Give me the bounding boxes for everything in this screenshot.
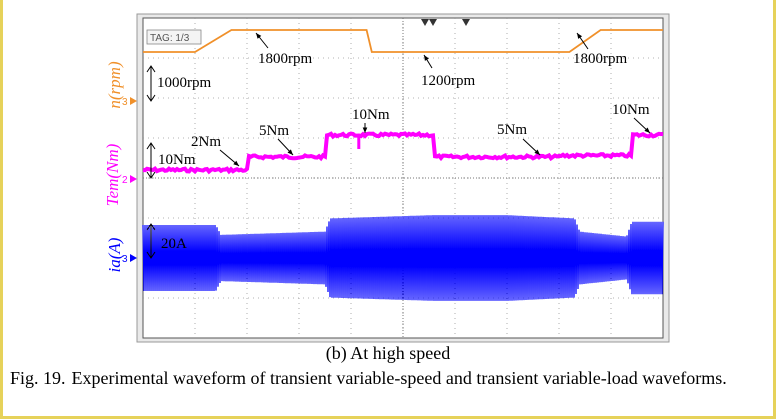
speed-annotation-1800-second: 1800rpm xyxy=(573,51,627,67)
torque-annotation-5nm-second: 5Nm xyxy=(497,122,527,138)
speed-annotation-1200: 1200rpm xyxy=(421,73,475,89)
speed-scale-arrow-up xyxy=(146,65,156,73)
torque-annotation-5nm-first: 5Nm xyxy=(259,123,289,139)
torque-scale-arrow-up xyxy=(146,142,156,150)
figure-caption-text: Experimental waveform of transient varia… xyxy=(71,368,727,388)
trigger-marker xyxy=(429,19,437,26)
channel-marker-arrow xyxy=(130,254,137,262)
torque-annotation-10nm-second-arrowhead xyxy=(644,127,650,133)
speed-scale-arrow-down xyxy=(146,94,156,102)
speed-annotation-1800-second-arrowhead xyxy=(577,33,583,39)
trigger-marker xyxy=(462,19,470,26)
torque-annotation-5nm-first-arrowhead xyxy=(287,149,293,155)
torque-scale-label: 10Nm xyxy=(158,152,196,168)
torque-annotation-5nm-second-arrowhead xyxy=(534,149,540,155)
current-trace xyxy=(142,215,664,301)
current-scale-arrow-down xyxy=(146,251,156,259)
speed-trace xyxy=(143,29,663,53)
channel-marker: 3 xyxy=(122,97,128,108)
speed-scale-label: 1000rpm xyxy=(157,75,211,91)
oscilloscope-chart: TAG: 1/3 3 2 3 1000rpm 10Nm 20A 1800rpm 1200rpm 1… xyxy=(122,13,670,343)
torque-scale-arrow-down xyxy=(146,171,156,179)
channel-marker: 2 xyxy=(122,175,128,186)
channel-marker-arrow xyxy=(130,175,137,183)
figure-caption: Fig. 19. Experimental waveform of transie… xyxy=(10,368,766,389)
torque-trace xyxy=(142,130,664,175)
torque-annotation-10nm-first: 10Nm xyxy=(352,107,390,123)
current-scale-arrow-up xyxy=(146,223,156,231)
torque-annotation-2nm-arrowhead xyxy=(233,160,239,166)
tag-label: TAG: 1/3 xyxy=(150,33,190,44)
trigger-marker xyxy=(421,19,429,26)
speed-annotation-1800-first-arrowhead xyxy=(256,33,262,39)
torque-annotation-10nm-second: 10Nm xyxy=(612,102,650,118)
torque-annotation-2nm: 2Nm xyxy=(191,134,221,150)
speed-annotation-1200-arrowhead xyxy=(424,55,429,61)
speed-annotation-1800-first: 1800rpm xyxy=(258,51,312,67)
channel-marker-arrow xyxy=(130,97,137,105)
figure-number: Fig. 19. xyxy=(10,368,66,388)
current-scale-label: 20A xyxy=(161,236,187,252)
torque-annotation-10nm-first-arrowhead xyxy=(362,127,368,133)
subcaption: (b) At high speed xyxy=(325,343,451,363)
tag-box xyxy=(146,29,202,45)
channel-marker: 3 xyxy=(122,254,128,265)
